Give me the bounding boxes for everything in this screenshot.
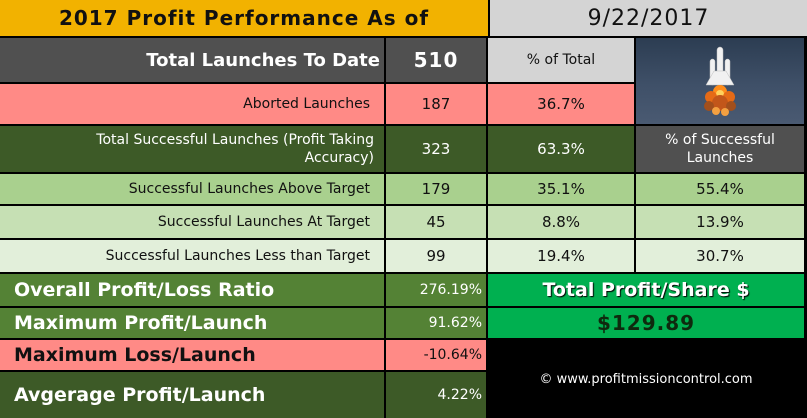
less-than-target-count: 99: [386, 240, 486, 272]
above-target-label: Successful Launches Above Target: [0, 174, 384, 204]
successful-launches-pct: 63.3%: [488, 126, 634, 172]
aborted-launches-pct: 36.7%: [488, 84, 634, 124]
above-target-pct-successful: 55.4%: [636, 174, 804, 204]
total-profit-share-value: $129.89: [488, 308, 804, 338]
avg-profit-value: 4.22%: [386, 372, 486, 418]
copyright-text: © www.profitmissioncontrol.com: [488, 340, 804, 418]
space-shuttle-launch-icon: [636, 38, 804, 124]
successful-launches-count: 323: [386, 126, 486, 172]
at-target-count: 45: [386, 206, 486, 238]
total-launches-label: Total Launches To Date: [0, 38, 384, 82]
profit-loss-ratio-label: Overall Profit/Loss Ratio: [0, 274, 384, 306]
less-than-target-pct-total: 19.4%: [488, 240, 634, 272]
at-target-pct-total: 8.8%: [488, 206, 634, 238]
total-profit-share-label: Total Profit/Share $: [488, 274, 804, 306]
at-target-pct-successful: 13.9%: [636, 206, 804, 238]
max-loss-label: Maximum Loss/Launch: [0, 340, 384, 370]
profit-loss-ratio-value: 276.19%: [386, 274, 486, 306]
total-launches-value: 510: [386, 38, 486, 82]
report-date: 9/22/2017: [490, 0, 807, 36]
less-than-target-pct-successful: 30.7%: [636, 240, 804, 272]
aborted-launches-count: 187: [386, 84, 486, 124]
avg-profit-label: Avgerage Profit/Launch: [0, 372, 384, 418]
max-profit-label: Maximum Profit/Launch: [0, 308, 384, 338]
successful-launches-label: Total Successful Launches (Profit Taking…: [0, 126, 384, 172]
pct-of-total-header: % of Total: [488, 38, 634, 82]
max-loss-value: -10.64%: [386, 340, 486, 370]
less-than-target-label: Successful Launches Less than Target: [0, 240, 384, 272]
at-target-label: Successful Launches At Target: [0, 206, 384, 238]
max-profit-value: 91.62%: [386, 308, 486, 338]
aborted-launches-label: Aborted Launches: [0, 84, 384, 124]
report-title: 2017 Profit Performance As of: [0, 0, 488, 36]
pct-of-successful-header: % of Successful Launches: [636, 126, 804, 172]
above-target-pct-total: 35.1%: [488, 174, 634, 204]
above-target-count: 179: [386, 174, 486, 204]
